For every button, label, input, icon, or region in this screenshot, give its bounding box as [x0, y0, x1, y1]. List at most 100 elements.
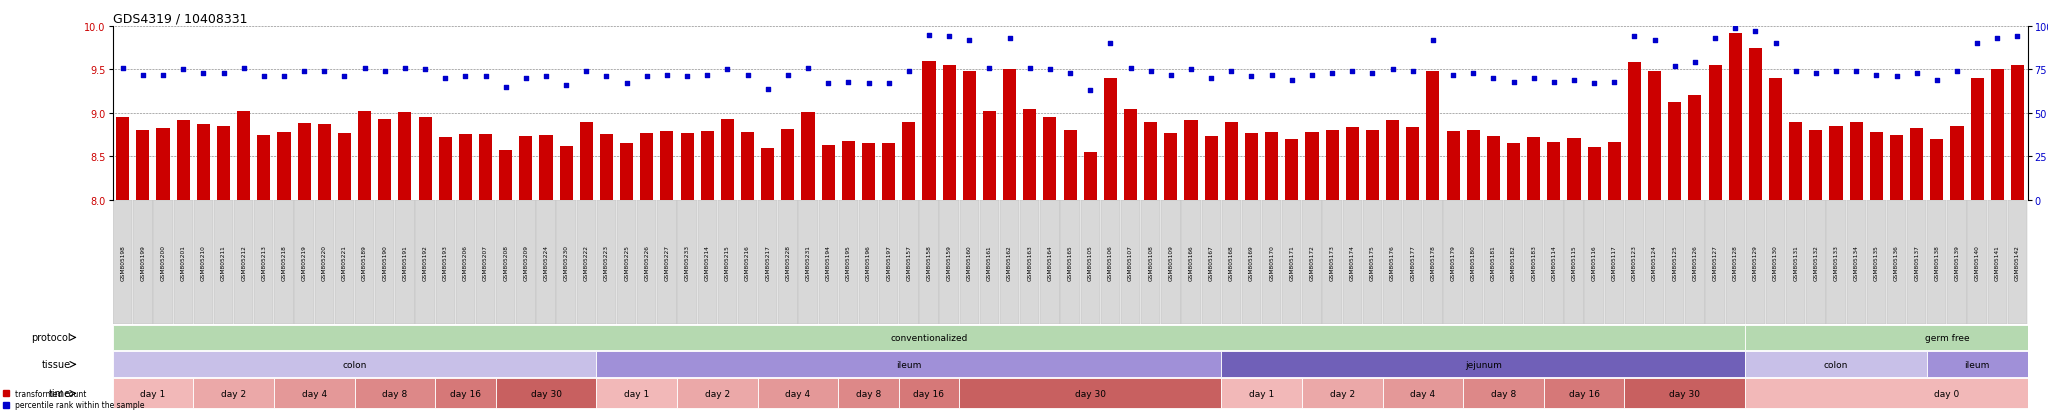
Point [449, 74, 481, 81]
Bar [295, 200, 313, 324]
Bar [438, 138, 453, 200]
Point [1014, 65, 1047, 72]
Bar [1323, 200, 1341, 324]
Bar [276, 133, 291, 200]
Bar [858, 200, 879, 324]
Point [410, 67, 442, 74]
Bar [1765, 200, 1786, 324]
Bar [842, 141, 854, 200]
Point [328, 74, 360, 81]
Bar [1104, 79, 1116, 200]
Bar [922, 62, 936, 200]
Point [307, 69, 340, 75]
Text: GSM805175: GSM805175 [1370, 244, 1374, 280]
Text: GSM805177: GSM805177 [1411, 244, 1415, 280]
Text: ileum: ileum [1964, 360, 1991, 369]
Bar [1911, 129, 1923, 200]
Bar [1141, 200, 1161, 324]
Bar [1769, 79, 1782, 200]
Point [1577, 81, 1610, 88]
Point [651, 72, 684, 79]
Point [1335, 69, 1368, 75]
Bar [1020, 200, 1040, 324]
Text: GSM805114: GSM805114 [1550, 244, 1556, 280]
Bar [596, 200, 616, 324]
Bar [315, 200, 334, 324]
Bar [961, 200, 979, 324]
Text: GSM805159: GSM805159 [946, 244, 952, 280]
Text: GSM805137: GSM805137 [1915, 244, 1919, 280]
Point [590, 74, 623, 81]
Text: GSM805133: GSM805133 [1833, 244, 1839, 280]
Legend: transformed count, percentile rank within the sample: transformed count, percentile rank withi… [4, 389, 145, 409]
Point [913, 32, 946, 39]
Bar [334, 200, 354, 324]
Bar [838, 378, 899, 408]
Bar [354, 378, 434, 408]
Text: GSM805183: GSM805183 [1532, 244, 1536, 280]
Bar [1083, 152, 1098, 200]
Bar [1989, 200, 2007, 324]
Text: GSM805193: GSM805193 [442, 244, 449, 280]
Point [610, 81, 643, 88]
Bar [1061, 200, 1079, 324]
Text: GSM805105: GSM805105 [1087, 244, 1094, 280]
Bar [840, 200, 858, 324]
Point [1597, 79, 1630, 85]
Point [1114, 65, 1147, 72]
Point [690, 72, 723, 79]
Text: GSM805163: GSM805163 [1028, 244, 1032, 280]
Bar [621, 144, 633, 200]
Text: GSM805178: GSM805178 [1430, 244, 1436, 280]
Bar [700, 132, 715, 200]
Bar [1606, 200, 1624, 324]
Bar [1462, 378, 1544, 408]
Bar [678, 200, 696, 324]
Text: GSM805190: GSM805190 [383, 244, 387, 280]
Bar [819, 200, 838, 324]
Bar [156, 129, 170, 200]
Point [1901, 70, 1933, 77]
Text: day 16: day 16 [1569, 389, 1599, 398]
Bar [899, 378, 958, 408]
Point [1356, 70, 1389, 77]
Bar [557, 200, 575, 324]
Point [1518, 76, 1550, 82]
Bar [1124, 109, 1137, 200]
Bar [1686, 200, 1704, 324]
Point [1638, 38, 1671, 44]
Text: GSM805128: GSM805128 [1733, 244, 1739, 280]
Bar [1221, 351, 1745, 377]
Bar [559, 147, 573, 200]
Bar [1286, 140, 1298, 200]
Bar [174, 200, 193, 324]
Point [1880, 74, 1913, 81]
Text: GSM805194: GSM805194 [825, 244, 831, 280]
Text: GSM805166: GSM805166 [1188, 244, 1194, 280]
Bar [1362, 200, 1382, 324]
Text: GSM805218: GSM805218 [281, 244, 287, 280]
Point [1739, 29, 1772, 36]
Bar [1585, 200, 1604, 324]
Bar [1204, 137, 1219, 200]
Text: ileum: ileum [897, 360, 922, 369]
Text: conventionalized: conventionalized [891, 333, 967, 342]
Bar [317, 125, 332, 200]
Point [973, 65, 1006, 72]
Bar [741, 133, 754, 200]
Bar [399, 113, 412, 200]
Bar [1688, 96, 1702, 200]
Bar [1446, 132, 1460, 200]
Point [389, 65, 422, 72]
Text: GSM805124: GSM805124 [1653, 244, 1657, 280]
Bar [1303, 200, 1321, 324]
Bar [1927, 351, 2028, 377]
Text: GSM805200: GSM805200 [160, 244, 166, 280]
Point [1135, 69, 1167, 75]
Bar [154, 200, 172, 324]
Text: GSM805196: GSM805196 [866, 244, 870, 280]
Text: GSM805216: GSM805216 [745, 244, 750, 280]
Point [569, 69, 602, 75]
Point [549, 83, 582, 89]
Point [1055, 70, 1087, 77]
